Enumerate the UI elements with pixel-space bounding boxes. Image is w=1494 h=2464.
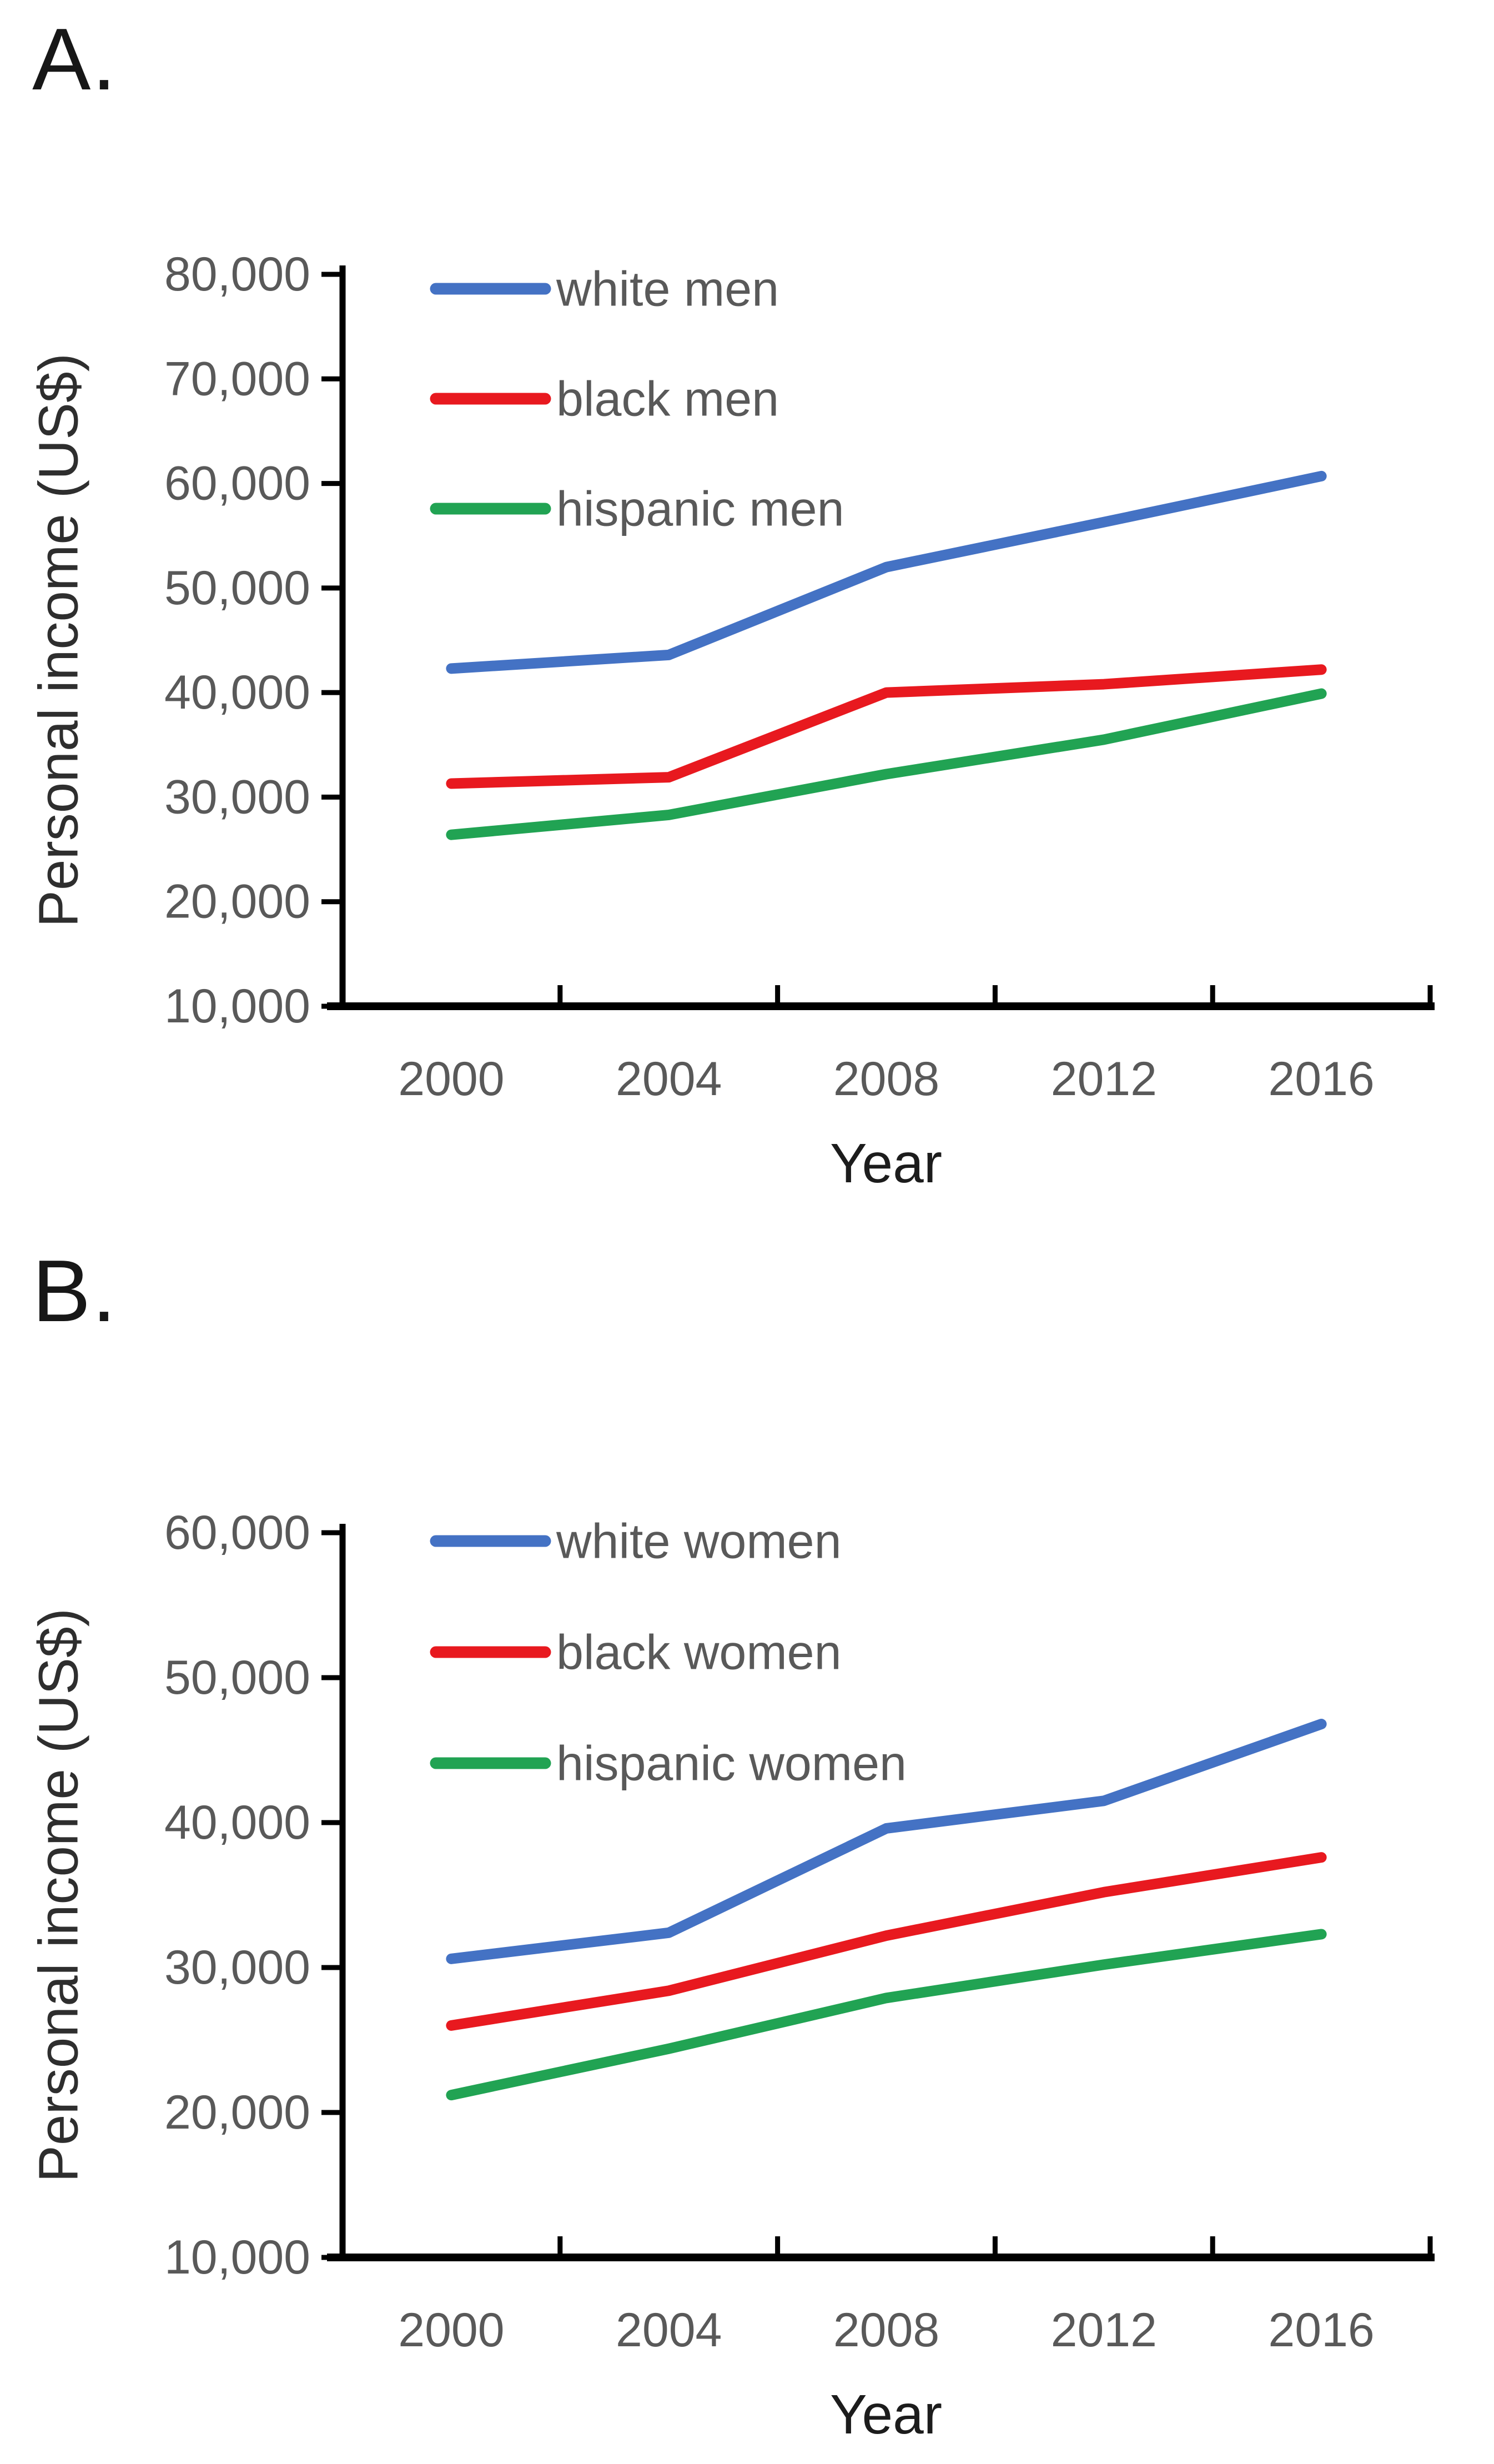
y-tick-label: 20,000 [164,875,310,929]
panel-a-x-axis-title: Year [829,1132,943,1195]
y-tick-label: 10,000 [164,980,310,1033]
y-tick-label: 70,000 [164,352,310,405]
x-tick-label: 2012 [1051,2304,1157,2357]
panel-a-y-axis-title: Personal income (US$) [27,353,90,927]
y-tick-label: 80,000 [164,248,310,301]
panel-a-label: A. [32,11,118,108]
y-tick-label: 30,000 [164,1941,310,1994]
series-line-hispanic-men [446,688,1327,840]
x-tick-label: 2000 [398,1052,504,1106]
x-tick-label: 2008 [833,2304,939,2357]
legend-label-hispanic-women: hispanic women [556,1736,907,1791]
legend-label-black-women: black women [556,1625,842,1680]
legend-label-white-men: white men [556,262,779,317]
series-line-white-women [446,1719,1327,1964]
legend-label-hispanic-men: hispanic men [556,481,844,536]
y-tick-label: 10,000 [164,2231,310,2284]
x-tick-label: 2012 [1051,1052,1157,1106]
panel-b-x-axis-title: Year [829,2383,943,2446]
series-line-black-men [446,664,1327,789]
x-tick-label: 2004 [616,1052,722,1106]
panel-b-label: B. [32,1242,118,1340]
x-tick-label: 2000 [398,2304,504,2357]
y-tick-label: 60,000 [164,457,310,510]
series-line-hispanic-women [446,1929,1327,2101]
legend-label-black-men: black men [556,372,779,426]
x-tick-label: 2004 [616,2304,722,2357]
panel-b-y-axis-title: Personal income (US$) [27,1608,90,2182]
series-line-white-men [446,470,1327,674]
y-tick-label: 50,000 [164,1651,310,1704]
y-tick-label: 40,000 [164,1796,310,1849]
y-tick-label: 30,000 [164,770,310,824]
legend-label-white-women: white women [556,1514,842,1569]
x-tick-label: 2016 [1268,1052,1374,1106]
y-tick-label: 40,000 [164,666,310,719]
x-tick-label: 2016 [1268,2304,1374,2357]
series-line-black-women [446,1852,1327,2031]
x-tick-label: 2008 [833,1052,939,1106]
y-tick-label: 20,000 [164,2086,310,2139]
y-tick-label: 50,000 [164,561,310,615]
y-tick-label: 60,000 [164,1506,310,1559]
